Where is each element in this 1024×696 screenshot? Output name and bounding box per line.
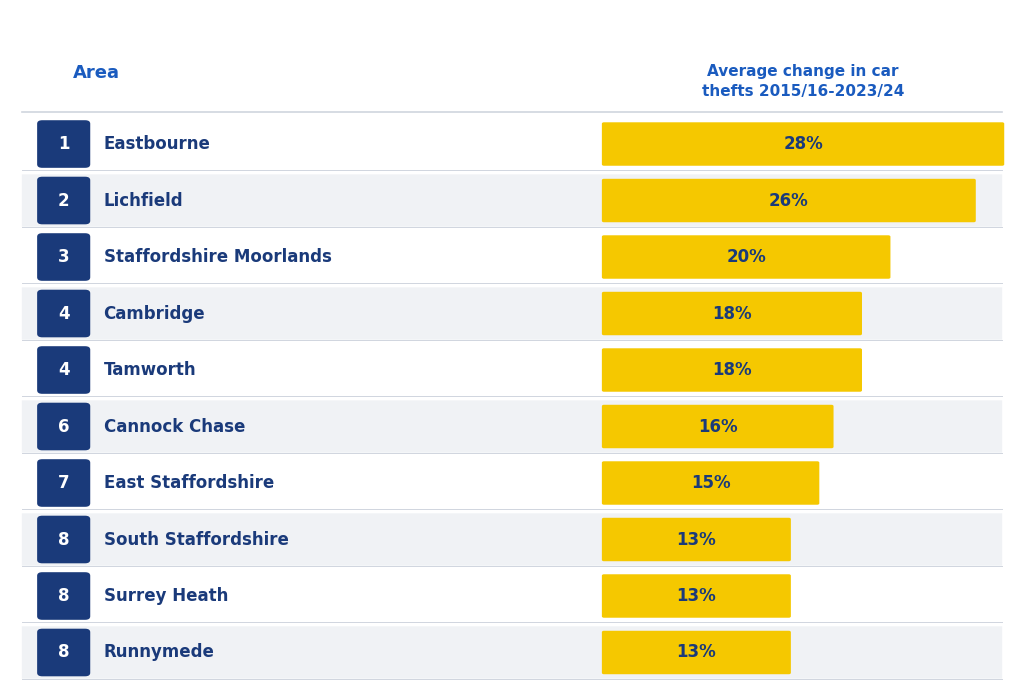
Text: 8: 8 [58,587,70,605]
Text: 16%: 16% [698,418,737,436]
FancyBboxPatch shape [22,118,1002,171]
FancyBboxPatch shape [37,459,90,507]
Text: Area: Area [73,64,120,81]
Text: 8: 8 [58,644,70,661]
Text: Average change in car
thefts 2015/16-2023/24: Average change in car thefts 2015/16-202… [701,64,904,99]
Text: 18%: 18% [712,361,752,379]
Text: Tamworth: Tamworth [103,361,197,379]
Text: 4: 4 [58,305,70,322]
Text: Cannock Chase: Cannock Chase [103,418,245,436]
FancyBboxPatch shape [602,574,791,618]
FancyBboxPatch shape [37,628,90,677]
FancyBboxPatch shape [602,179,976,222]
FancyBboxPatch shape [602,292,862,335]
Text: 15%: 15% [691,474,730,492]
FancyBboxPatch shape [37,233,90,280]
Text: 26%: 26% [769,191,809,209]
FancyBboxPatch shape [602,348,862,392]
Text: 8: 8 [58,530,70,548]
FancyBboxPatch shape [602,461,819,505]
Text: 7: 7 [58,474,70,492]
Text: South Staffordshire: South Staffordshire [103,530,289,548]
Text: 13%: 13% [677,530,716,548]
Text: 6: 6 [58,418,70,436]
FancyBboxPatch shape [37,403,90,450]
FancyBboxPatch shape [37,516,90,563]
FancyBboxPatch shape [37,290,90,338]
FancyBboxPatch shape [22,570,1002,622]
FancyBboxPatch shape [22,400,1002,452]
FancyBboxPatch shape [37,120,90,168]
Text: Eastbourne: Eastbourne [103,135,210,153]
FancyBboxPatch shape [602,405,834,448]
FancyBboxPatch shape [37,346,90,394]
Text: 1: 1 [58,135,70,153]
FancyBboxPatch shape [22,626,1002,679]
Text: 20%: 20% [726,248,766,266]
FancyBboxPatch shape [602,631,791,674]
FancyBboxPatch shape [22,231,1002,283]
FancyBboxPatch shape [602,518,791,561]
Text: Lichfield: Lichfield [103,191,183,209]
Text: 13%: 13% [677,644,716,661]
Text: Surrey Heath: Surrey Heath [103,587,228,605]
Text: East Staffordshire: East Staffordshire [103,474,273,492]
FancyBboxPatch shape [37,572,90,620]
Text: 4: 4 [58,361,70,379]
Text: 13%: 13% [677,587,716,605]
FancyBboxPatch shape [22,287,1002,340]
FancyBboxPatch shape [22,514,1002,566]
FancyBboxPatch shape [602,235,891,278]
Text: 18%: 18% [712,305,752,322]
FancyBboxPatch shape [22,174,1002,227]
FancyBboxPatch shape [602,122,1005,166]
Text: 3: 3 [58,248,70,266]
FancyBboxPatch shape [22,457,1002,509]
Text: Cambridge: Cambridge [103,305,205,322]
Text: 2: 2 [58,191,70,209]
Text: Runnymede: Runnymede [103,644,214,661]
Text: Staffordshire Moorlands: Staffordshire Moorlands [103,248,332,266]
FancyBboxPatch shape [22,344,1002,396]
FancyBboxPatch shape [37,177,90,224]
Text: 28%: 28% [783,135,823,153]
